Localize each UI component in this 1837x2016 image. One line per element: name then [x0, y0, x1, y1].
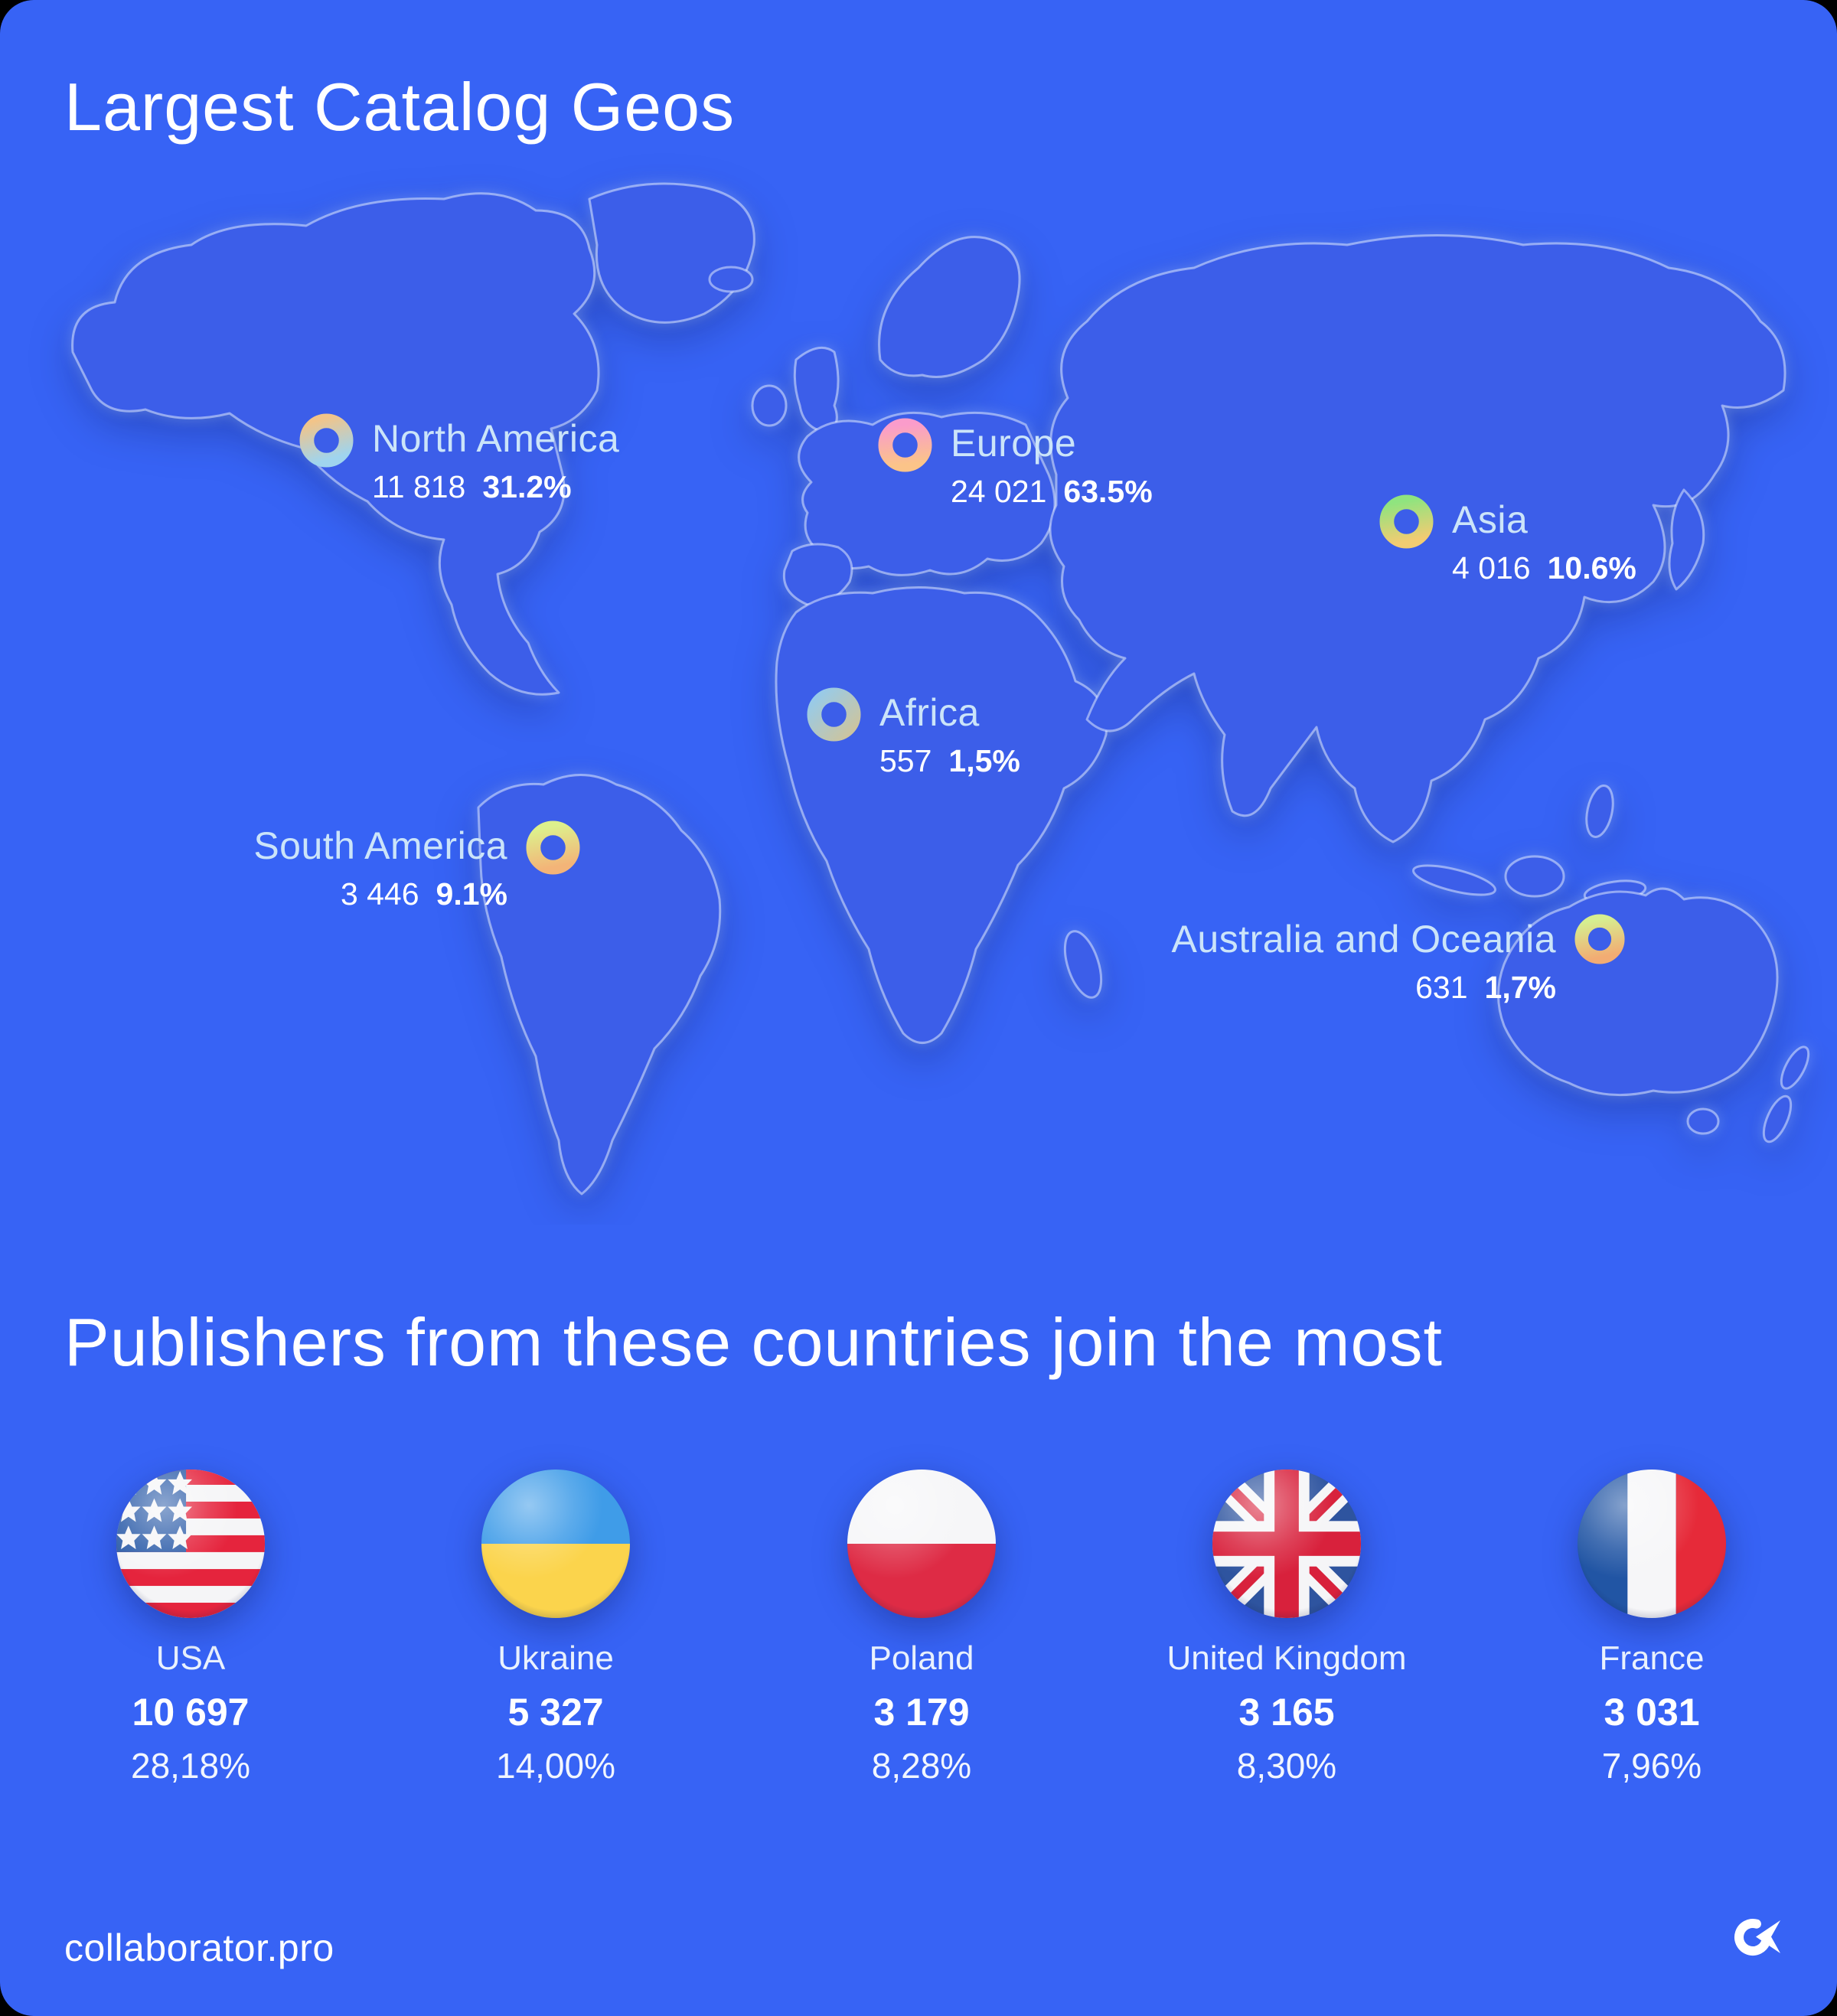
new-zealand-north [1780, 1046, 1810, 1090]
country-name: United Kingdom [1166, 1639, 1407, 1677]
continent-australia [1497, 887, 1779, 1097]
region-count: 631 [1415, 970, 1468, 1005]
region-ring-icon [807, 687, 861, 742]
region-ring-icon [1379, 494, 1434, 549]
region-count: 24 021 [951, 474, 1047, 509]
region-values: 24 021 63.5% [951, 474, 1153, 510]
country-percent: 8,28% [871, 1746, 972, 1786]
tasmania [1686, 1107, 1720, 1135]
poland-flag-icon [847, 1469, 997, 1619]
region-values: 631 1,7% [1415, 970, 1556, 1006]
country-count: 3 031 [1604, 1691, 1700, 1734]
region-count: 4 016 [1452, 550, 1531, 586]
footer-link[interactable]: collaborator.pro [64, 1926, 334, 1969]
section-title: Publishers from these countries join the… [64, 1304, 1443, 1380]
region-marker-africa: Africa 557 1,5% [807, 687, 1020, 779]
page-title: Largest Catalog Geos [64, 69, 736, 145]
region-marker-asia: Asia 4 016 10.6% [1379, 494, 1636, 586]
country-name: Poland [869, 1639, 974, 1677]
iberian-peninsula [782, 543, 853, 606]
ireland [751, 384, 788, 427]
scandinavia [878, 236, 1021, 378]
region-marker-australia-oceania: Australia and Oceania 631 1,7% [1172, 914, 1625, 1006]
region-name: South America [253, 824, 507, 867]
japan [1668, 488, 1705, 591]
region-name: North America [372, 417, 620, 460]
region-percent: 10.6% [1547, 550, 1636, 586]
philippines [1585, 785, 1614, 838]
country-card-france: France 3 031 7,96% [1537, 1468, 1767, 1786]
country-count: 3 179 [873, 1691, 970, 1734]
collaborator-logo-icon [1734, 1919, 1780, 1956]
country-name: Ukraine [498, 1639, 614, 1677]
greenland [588, 182, 755, 324]
continent-south-america [477, 774, 722, 1196]
madagascar [1063, 930, 1103, 999]
region-values: 11 818 31.2% [372, 469, 619, 505]
country-percent: 8,30% [1236, 1746, 1337, 1786]
country-count: 10 697 [132, 1691, 250, 1734]
region-count: 3 446 [340, 876, 419, 912]
region-ring-icon [1574, 914, 1625, 964]
region-count: 11 818 [372, 469, 466, 504]
usa-flag-icon [116, 1469, 266, 1619]
continent-africa [775, 586, 1108, 1044]
region-percent: 31.2% [482, 469, 572, 504]
region-percent: 1,5% [948, 743, 1020, 778]
iceland [708, 266, 754, 293]
region-name: Europe [951, 422, 1077, 465]
region-marker-north-america: North America 11 818 31.2% [299, 413, 619, 505]
region-values: 4 016 10.6% [1452, 550, 1636, 586]
region-percent: 63.5% [1063, 474, 1153, 509]
united-kingdom-flag-icon [1212, 1469, 1362, 1619]
region-name: Australia and Oceania [1171, 918, 1556, 961]
country-card-united-kingdom: United Kingdom 3 165 8,30% [1166, 1468, 1407, 1786]
country-count: 5 327 [507, 1691, 604, 1734]
france-flag-icon [1577, 1469, 1727, 1619]
region-percent: 1,7% [1484, 970, 1556, 1005]
region-percent: 9.1% [436, 876, 507, 912]
country-card-ukraine: Ukraine 5 327 14,00% [441, 1468, 671, 1786]
region-marker-south-america: South America 3 446 9.1% [253, 820, 580, 912]
region-count: 557 [879, 743, 932, 778]
continent-north-america [71, 192, 600, 696]
indonesia-island-1 [1412, 864, 1496, 896]
region-ring-icon [526, 820, 580, 875]
indonesia-island-2 [1504, 855, 1565, 898]
country-card-usa: USA 10 697 28,18% [76, 1468, 305, 1786]
region-values: 557 1,5% [879, 743, 1020, 779]
country-count: 3 165 [1238, 1691, 1335, 1734]
region-marker-europe: Europe 24 021 63.5% [878, 418, 1153, 510]
region-name: Asia [1452, 498, 1529, 541]
country-card-poland: Poland 3 179 8,28% [807, 1468, 1036, 1786]
region-values: 3 446 9.1% [341, 876, 507, 912]
country-percent: 7,96% [1601, 1746, 1702, 1786]
country-percent: 28,18% [130, 1746, 250, 1786]
region-ring-icon [878, 418, 932, 472]
ukraine-flag-icon [481, 1469, 631, 1619]
region-name: Africa [879, 691, 980, 734]
british-isles [793, 346, 840, 434]
country-percent: 14,00% [495, 1746, 615, 1786]
country-name: USA [155, 1639, 226, 1677]
region-ring-icon [299, 413, 354, 468]
new-zealand-south [1762, 1094, 1793, 1143]
country-name: France [1599, 1639, 1705, 1677]
